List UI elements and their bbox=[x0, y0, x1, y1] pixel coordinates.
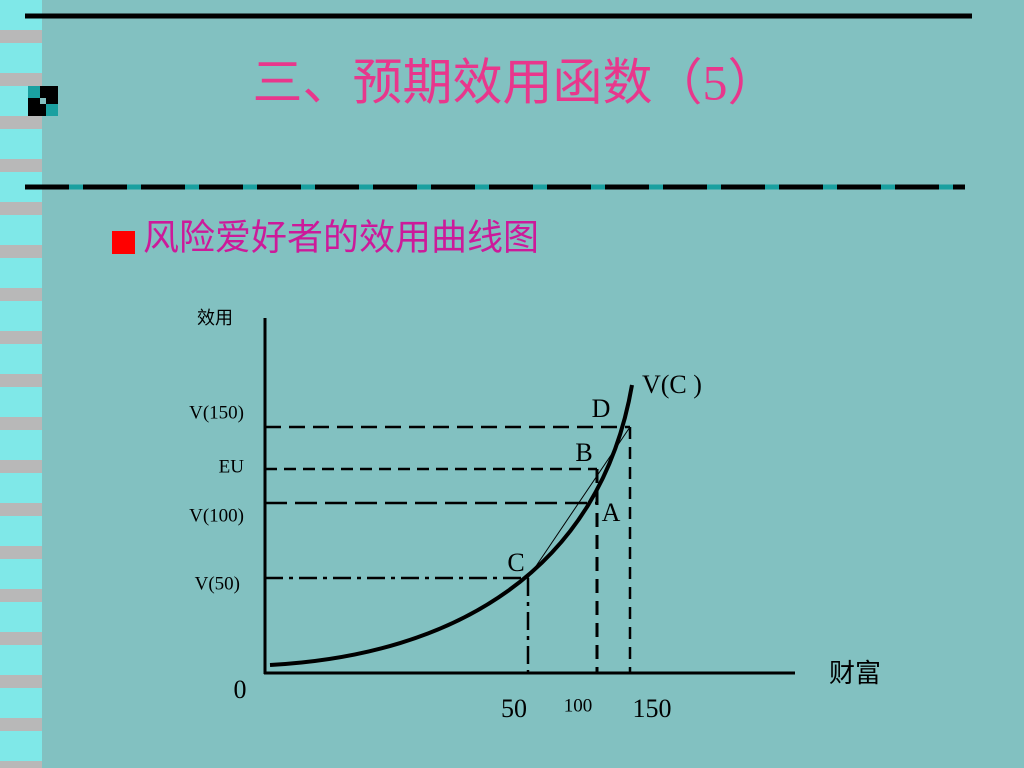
diagram bbox=[263, 318, 795, 675]
y-label: EU bbox=[219, 456, 245, 477]
x-axis-label: 财富 bbox=[829, 659, 881, 688]
point-label: C bbox=[507, 548, 524, 577]
point-label: A bbox=[602, 498, 621, 527]
x-label: 50 bbox=[501, 694, 527, 723]
bullet-text: 风险爱好者的效用曲线图 bbox=[143, 217, 539, 257]
title-icon bbox=[28, 86, 58, 116]
point-label: D bbox=[592, 394, 611, 423]
y-label: V(100) bbox=[189, 505, 244, 526]
point-label: B bbox=[575, 438, 592, 467]
origin-label: 0 bbox=[234, 675, 247, 704]
slide-title: 三、预期效用函数（5） bbox=[253, 54, 778, 110]
bullet-square bbox=[112, 231, 135, 254]
curve-label: V(C ) bbox=[642, 370, 702, 399]
x-label: 150 bbox=[633, 694, 672, 723]
y-label: V(150) bbox=[189, 402, 244, 423]
y-label: V(50) bbox=[195, 573, 240, 594]
side-strip bbox=[0, 0, 42, 768]
y-axis-label: 效用 bbox=[197, 308, 233, 328]
utility-curve bbox=[269, 384, 634, 667]
chord bbox=[527, 426, 631, 579]
x-label: 100 bbox=[564, 695, 593, 716]
